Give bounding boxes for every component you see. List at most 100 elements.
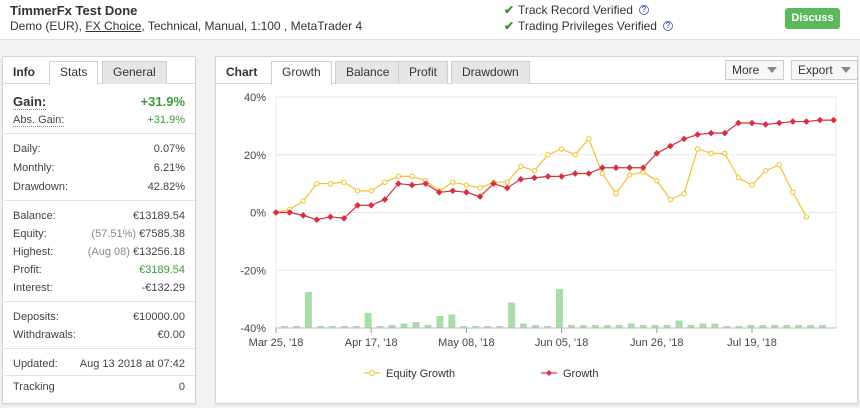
daily-row: Daily: 0.07%	[13, 143, 185, 155]
x-tick-label: Mar 25, '18	[249, 337, 304, 349]
export-label: Export	[798, 63, 833, 77]
highest-row: Highest: (Aug 08) €13256.18	[13, 246, 185, 258]
export-dropdown[interactable]: Export	[791, 60, 858, 80]
equity-point	[572, 152, 578, 158]
volume-bar	[520, 323, 528, 328]
volume-bar	[412, 322, 420, 328]
volume-bar	[567, 325, 575, 328]
discuss-button[interactable]: Discuss	[785, 8, 840, 29]
divider	[4, 375, 195, 376]
equity-point	[463, 182, 470, 188]
volume-bar	[436, 316, 444, 328]
equity-point	[477, 185, 483, 191]
equity-point	[708, 150, 714, 157]
volume-bar	[627, 323, 635, 328]
abs-gain-value: +31.9%	[147, 114, 185, 126]
tab-growth[interactable]: Growth	[271, 61, 332, 85]
x-tick-label: May 08, '18	[438, 337, 495, 349]
equity-point	[504, 179, 510, 185]
volume-bar	[544, 326, 551, 328]
equity-point	[790, 189, 796, 195]
series-lines	[272, 116, 837, 224]
track-record-verified: ✔ Track Record Verified ?	[504, 3, 649, 17]
tracking-label: Tracking	[13, 381, 55, 393]
volume-bar	[484, 326, 492, 328]
chart-panel: Chart Growth Balance Profit Drawdown Mor…	[215, 56, 858, 404]
tab-drawdown[interactable]: Drawdown	[451, 61, 530, 84]
volume-bar	[281, 326, 288, 328]
y-tick-label: 20%	[244, 150, 266, 162]
equity-percent: (57.51%)	[91, 228, 137, 240]
equity-point	[762, 167, 769, 174]
chart-legend: Equity Growth Growth	[364, 368, 598, 380]
volume-bar	[532, 325, 540, 328]
monthly-row: Monthly: 6.21%	[13, 162, 185, 174]
legend-marker	[546, 370, 552, 376]
broker-link[interactable]: FX Choice	[85, 19, 142, 33]
growth-point	[585, 170, 593, 177]
volume-bar	[328, 326, 336, 328]
updated-label: Updated:	[13, 358, 58, 370]
tab-general[interactable]: General	[102, 61, 167, 84]
equity-point	[558, 146, 565, 152]
growth-point	[830, 116, 837, 124]
tab-stats[interactable]: Stats	[49, 61, 99, 85]
growth-point	[517, 175, 525, 183]
highest-date: (Aug 08)	[87, 246, 130, 258]
equity-point	[776, 162, 782, 168]
account-header: TimmerFx Test Done Demo (EUR), FX Choice…	[0, 0, 860, 40]
growth-point	[327, 213, 334, 221]
growth-point	[653, 149, 661, 157]
growth-point	[735, 119, 742, 127]
growth-point	[503, 184, 511, 192]
divider	[4, 301, 195, 302]
tab-balance[interactable]: Balance	[335, 61, 401, 84]
y-tick-label: -20%	[240, 265, 266, 277]
gain-row: Gain: +31.9%	[13, 94, 185, 110]
help-icon[interactable]: ?	[638, 5, 649, 15]
help-icon[interactable]: ?	[662, 21, 673, 31]
account-type: Demo (EUR),	[10, 19, 83, 33]
volume-bar	[591, 325, 599, 328]
info-heading: Info	[13, 65, 35, 79]
tracking-value: 0	[178, 381, 185, 393]
highest-label: Highest:	[13, 246, 54, 258]
equity-point	[735, 175, 742, 181]
withdrawals-row: Withdrawals: €0.00	[13, 329, 185, 341]
equity-point	[626, 172, 633, 178]
balance-value: €13189.54	[133, 210, 185, 222]
volume-bar	[388, 325, 396, 328]
growth-point	[354, 201, 361, 209]
more-dropdown[interactable]: More	[725, 60, 785, 80]
legend-label: Growth	[563, 368, 598, 380]
tab-profit[interactable]: Profit	[398, 61, 449, 84]
growth-point	[694, 131, 701, 138]
equity-point	[341, 179, 347, 185]
volume-bar	[376, 326, 384, 328]
equity-point	[382, 179, 388, 185]
volume-bar	[771, 325, 779, 328]
growth-point	[626, 164, 633, 172]
growth-point	[762, 121, 769, 128]
equity-point	[354, 188, 361, 194]
equity-point	[545, 152, 551, 158]
equity-point	[722, 150, 728, 157]
legend-marker	[369, 370, 375, 376]
monthly-label: Monthly:	[13, 162, 55, 174]
monthly-value: 6.21%	[153, 162, 185, 174]
growth-point	[748, 119, 756, 127]
y-axis: 40% 20% 0% -20% -40%	[240, 92, 266, 335]
volume-bar	[807, 325, 815, 328]
chevron-down-icon	[767, 67, 778, 73]
check-icon: ✔	[504, 3, 515, 17]
withdrawals-value: €0.00	[157, 329, 185, 341]
updated-row: Updated: Aug 13 2018 at 07:42	[13, 358, 185, 370]
divider	[4, 348, 195, 349]
volume-bar	[460, 326, 468, 328]
chart-tabs: Chart Growth Balance Profit Drawdown Mor…	[216, 57, 858, 85]
volume-bar	[747, 325, 755, 328]
equity-row: Equity: (57.51%) €7585.38	[13, 228, 185, 240]
volume-bar	[759, 325, 767, 328]
interest-row: Interest: -€132.29	[13, 282, 185, 294]
growth-point	[286, 209, 293, 216]
